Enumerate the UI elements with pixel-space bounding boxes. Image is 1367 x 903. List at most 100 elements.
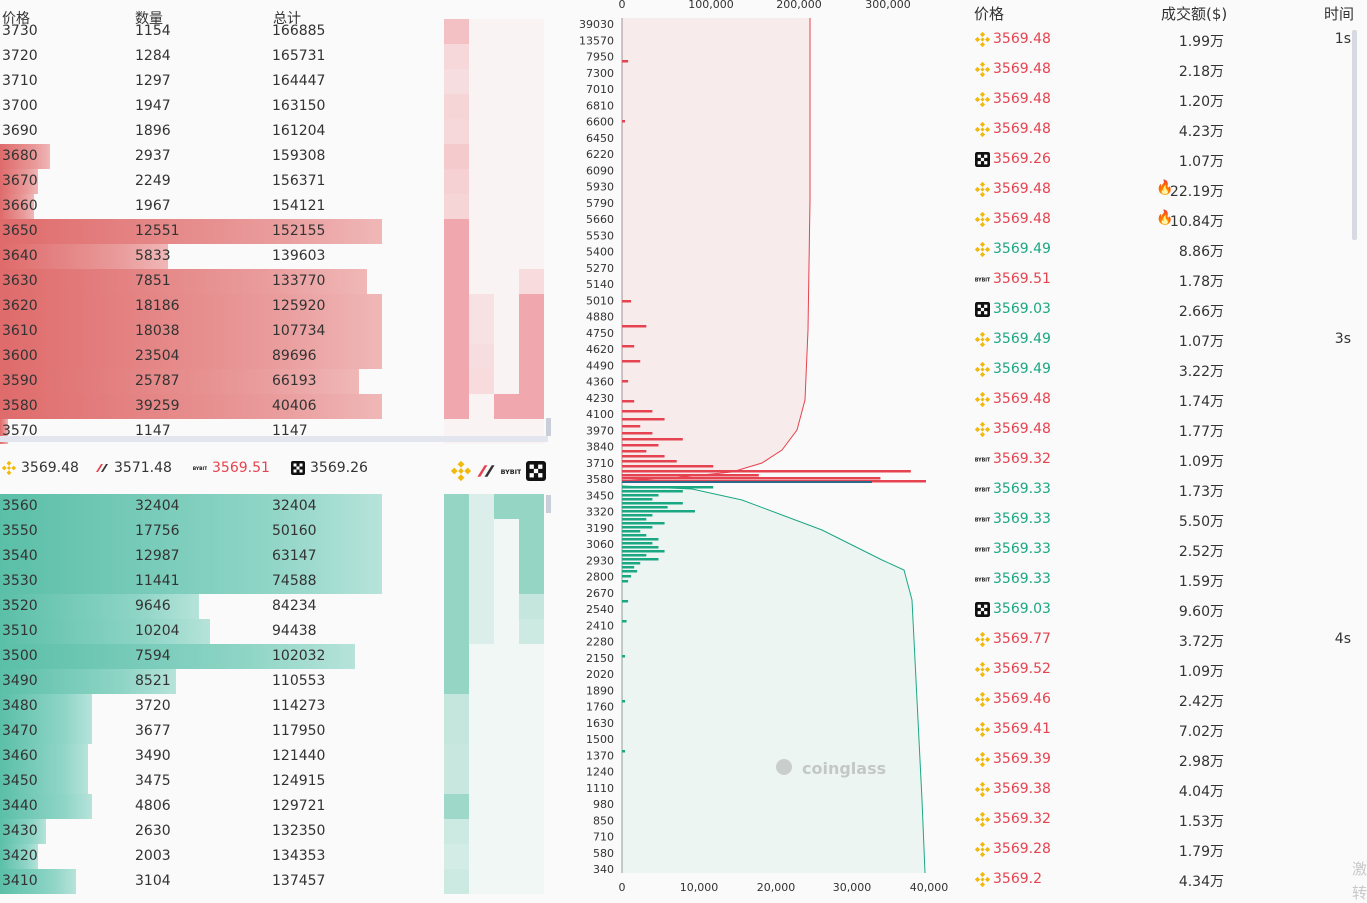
- bybit-icon[interactable]: BYBIT: [501, 461, 521, 481]
- bid-histogram-bar: [622, 655, 626, 658]
- trade-row[interactable]: 3569.46 2.42万: [962, 684, 1367, 714]
- binance-icon[interactable]: [451, 461, 471, 481]
- trade-row[interactable]: 3569.48 🔥 10.84万: [962, 204, 1367, 234]
- trade-row[interactable]: BYBIT 3569.51 1.78万: [962, 264, 1367, 294]
- trades-scrollbar[interactable]: [1352, 30, 1357, 240]
- bid-exchange-mini-bar: [519, 719, 544, 744]
- bid-row[interactable]: 3420 2003 134353: [0, 844, 552, 869]
- trade-row[interactable]: 3569.48 1.74万: [962, 384, 1367, 414]
- trade-amount: 8.86万: [1178, 244, 1224, 260]
- bid-row[interactable]: 3500 7594 102032: [0, 644, 552, 669]
- exchange-price-value: 3569.48: [21, 460, 79, 476]
- trade-price: 3569.26: [993, 151, 1051, 167]
- trade-row[interactable]: 3569.48 1.99万 1s: [962, 24, 1367, 54]
- ask-row[interactable]: 3600 23504 89696: [0, 344, 552, 369]
- bid-total: 32404: [272, 498, 317, 514]
- gate-icon[interactable]: [526, 461, 546, 481]
- ask-row[interactable]: 3730 1154 166885: [0, 19, 552, 44]
- ask-row[interactable]: 3610 18038 107734: [0, 319, 552, 344]
- trade-row[interactable]: BYBIT 3569.33 1.73万: [962, 474, 1367, 504]
- bid-row[interactable]: 3530 11441 74588: [0, 569, 552, 594]
- bid-row[interactable]: 3520 9646 84234: [0, 594, 552, 619]
- trade-row[interactable]: 3569.49 3.22万: [962, 354, 1367, 384]
- trade-row[interactable]: 3569.52 1.09万: [962, 654, 1367, 684]
- trade-amount: 2.98万: [1178, 754, 1224, 770]
- bid-depth-bar: [0, 669, 176, 694]
- bid-scrollbar[interactable]: [546, 495, 551, 513]
- bid-row[interactable]: 3450 3475 124915: [0, 769, 552, 794]
- okx-icon[interactable]: [476, 461, 496, 481]
- trade-row[interactable]: 3569.03 2.66万: [962, 294, 1367, 324]
- ask-row[interactable]: 3620 18186 125920: [0, 294, 552, 319]
- y-axis-tick-label: 2540: [586, 603, 614, 616]
- ask-row[interactable]: 3630 7851 133770: [0, 269, 552, 294]
- trade-row[interactable]: 3569.26 1.07万: [962, 144, 1367, 174]
- bid-histogram-bar: [622, 514, 653, 517]
- trade-row[interactable]: 3569.48 1.77万: [962, 414, 1367, 444]
- trade-row[interactable]: 3569.49 1.07万 3s: [962, 324, 1367, 354]
- bid-row[interactable]: 3410 3104 137457: [0, 869, 552, 894]
- ask-exchange-mini-bar: [444, 294, 469, 319]
- bid-price: 3540: [2, 548, 38, 564]
- ask-row[interactable]: 3680 2937 159308: [0, 144, 552, 169]
- trade-row[interactable]: BYBIT 3569.32 1.09万: [962, 444, 1367, 474]
- trade-price: 3569.51: [993, 271, 1051, 287]
- bid-depth-bar: [0, 794, 92, 819]
- ask-row[interactable]: 3670 2249 156371: [0, 169, 552, 194]
- trade-row[interactable]: 3569.41 7.02万: [962, 714, 1367, 744]
- bottom-axis-tick-label: 0: [619, 881, 626, 894]
- ask-row[interactable]: 3650 12551 152155: [0, 219, 552, 244]
- bid-row[interactable]: 3560 32404 32404: [0, 494, 552, 519]
- trade-amount: 1.07万: [1178, 154, 1224, 170]
- trade-row[interactable]: 3569.38 4.04万: [962, 774, 1367, 804]
- y-axis-tick-label: 5930: [586, 181, 614, 194]
- ask-row[interactable]: 3690 1896 161204: [0, 119, 552, 144]
- trade-row[interactable]: BYBIT 3569.33 5.50万: [962, 504, 1367, 534]
- bid-row[interactable]: 3490 8521 110553: [0, 669, 552, 694]
- bid-row[interactable]: 3440 4806 129721: [0, 794, 552, 819]
- bid-exchange-mini-bar: [494, 694, 519, 719]
- trade-row[interactable]: BYBIT 3569.33 2.52万: [962, 534, 1367, 564]
- bid-row[interactable]: 3460 3490 121440: [0, 744, 552, 769]
- bid-row[interactable]: 3540 12987 63147: [0, 544, 552, 569]
- ask-exchange-mini-bar: [444, 394, 469, 419]
- scroll-divider[interactable]: [0, 436, 548, 442]
- y-axis-tick-label: 6450: [586, 132, 614, 145]
- trade-row[interactable]: 3569.77 3.72万 4s: [962, 624, 1367, 654]
- trade-row[interactable]: 3569.28 1.79万: [962, 834, 1367, 864]
- ask-row[interactable]: 3710 1297 164447: [0, 69, 552, 94]
- ask-row[interactable]: 3640 5833 139603: [0, 244, 552, 269]
- coinglass-watermark: coinglass: [776, 759, 886, 778]
- bid-qty: 8521: [135, 673, 171, 689]
- trade-row[interactable]: 3569.48 4.23万: [962, 114, 1367, 144]
- ask-exchange-mini-bar: [519, 394, 544, 419]
- bid-row[interactable]: 3510 10204 94438: [0, 619, 552, 644]
- ask-exchange-mini-bar: [444, 44, 469, 69]
- trade-row[interactable]: 3569.32 1.53万: [962, 804, 1367, 834]
- trade-row[interactable]: 3569.39 2.98万: [962, 744, 1367, 774]
- trade-row[interactable]: BYBIT 3569.33 1.59万: [962, 564, 1367, 594]
- ask-row[interactable]: 3590 25787 66193: [0, 369, 552, 394]
- ask-row[interactable]: 3720 1284 165731: [0, 44, 552, 69]
- bid-row[interactable]: 3550 17756 50160: [0, 519, 552, 544]
- bid-row[interactable]: 3430 2630 132350: [0, 819, 552, 844]
- ask-row[interactable]: 3580 39259 40406: [0, 394, 552, 419]
- ask-row[interactable]: 3660 1967 154121: [0, 194, 552, 219]
- trade-row[interactable]: 3569.48 2.18万: [962, 54, 1367, 84]
- trade-row[interactable]: 3569.48 1.20万: [962, 84, 1367, 114]
- bid-exchange-mini-bar: [519, 494, 544, 519]
- trade-row[interactable]: 3569.2 4.34万: [962, 864, 1367, 894]
- ask-scrollbar[interactable]: [546, 418, 551, 436]
- bid-row[interactable]: 3470 3677 117950: [0, 719, 552, 744]
- trade-row[interactable]: 3569.49 8.86万: [962, 234, 1367, 264]
- trade-row[interactable]: 3569.48 🔥 22.19万: [962, 174, 1367, 204]
- trade-price: 3569.48: [993, 211, 1051, 227]
- ask-row[interactable]: 3700 1947 163150: [0, 94, 552, 119]
- trade-row[interactable]: 3569.03 9.60万: [962, 594, 1367, 624]
- y-axis-tick-label: 3450: [586, 489, 614, 502]
- ask-exchange-mini-bar: [494, 69, 519, 94]
- bid-row[interactable]: 3480 3720 114273: [0, 694, 552, 719]
- bid-price: 3440: [2, 798, 38, 814]
- ask-histogram-bar: [622, 120, 626, 123]
- bid-exchange-mini-bar: [519, 594, 544, 619]
